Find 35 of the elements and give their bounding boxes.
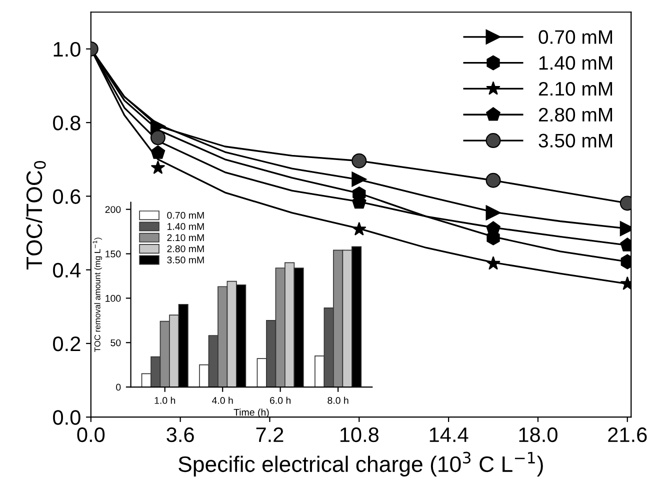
- y-tick-label: 100: [106, 294, 121, 302]
- y-tick-label: 0.6: [53, 189, 80, 204]
- x-tick-label: 8.0 h: [328, 396, 348, 404]
- x-tick-label: 21.6: [608, 427, 647, 442]
- x-tick-label: 18.0: [519, 427, 558, 442]
- x-tick-label: 1.0 h: [154, 396, 176, 404]
- x-axis-title: Specific electrical charge (10$^{3}$ C L$^{−1}$): [178, 452, 543, 476]
- y-tick-label: 200: [105, 206, 121, 213]
- y-tick-label: 50: [110, 339, 121, 346]
- y-tick-label: 0.4: [53, 262, 81, 278]
- y-tick-label: 0.2: [53, 336, 80, 352]
- y-tick-label: 0.8: [53, 116, 80, 130]
- x-tick-label: 7.2: [256, 427, 284, 442]
- legend-label: 3.50 mM: [538, 134, 612, 148]
- legend-label: 0.70 mM: [538, 30, 612, 44]
- legend-label: 2.10 mM: [167, 234, 204, 242]
- legend-label: 2.80 mM: [167, 245, 204, 252]
- legend-label: 3.50 mM: [167, 256, 204, 264]
- legend-label: 2.80 mM: [538, 108, 612, 122]
- y-tick-label: 150: [106, 250, 121, 258]
- x-tick-label: 10.8: [340, 427, 379, 442]
- legend-label: 1.40 mM: [168, 223, 204, 230]
- y-tick-label: 1.0: [54, 42, 80, 57]
- x-tick-label: 6.0 h: [270, 396, 291, 404]
- x-tick-label: 4.0 h: [212, 396, 233, 404]
- x-tick-label: 3.6: [166, 427, 194, 442]
- y-axis-title: TOC/TOC$_{0}$: [26, 160, 46, 270]
- x-tick-label: 14.4: [430, 428, 468, 442]
- y-tick-label: 0.0: [53, 410, 80, 425]
- legend-label: 2.10 mM: [538, 82, 612, 96]
- legend-label: 1.40 mM: [539, 56, 612, 70]
- y-tick-label: 0: [116, 384, 121, 391]
- x-tick-label: 0.0: [77, 427, 105, 442]
- legend-label: 0.70 mM: [167, 212, 204, 219]
- y-axis-title: TOC removal amount (mg L$^{−1}$): [92, 238, 102, 352]
